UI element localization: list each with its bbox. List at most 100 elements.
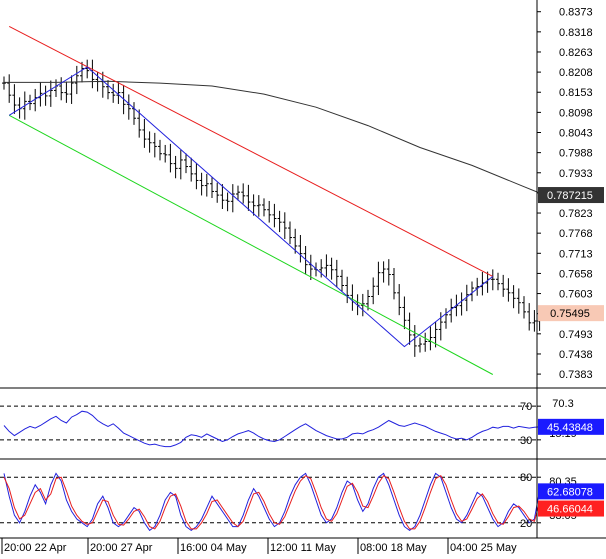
price-tick-label: 0.7768 [559,228,593,240]
price-bar [345,276,350,304]
price-tick-label: 0.8153 [559,87,593,99]
rsi-line [3,410,540,448]
price-axis: 0.8373 0.8318 0.8263 0.8208 0.8153 0.8098 0.80… [537,7,593,381]
price-bar [527,303,532,331]
rsi-value-label-text: 45.43848 [547,422,593,434]
price-bar [501,274,506,297]
moving-average-line [4,80,545,196]
price-bar [506,278,511,302]
price-bar [7,74,12,103]
price-bar [241,183,246,204]
price-bar [272,203,277,228]
price-value-label-box [538,187,604,204]
stochastic-d-value-label: 46.66044 [538,500,604,517]
price-bar [371,277,376,305]
price-bar [381,261,386,283]
price-bar [225,192,230,212]
rsi-tick-label: 70 [520,401,532,413]
price-bar [178,150,183,180]
price-value-label: 0.75495 [538,305,604,322]
price-bar [397,284,402,316]
price-bar [246,184,251,211]
price-bar [262,198,266,217]
stochastic-lines [3,472,541,532]
price-bar [236,185,240,201]
price-bar [412,325,417,357]
price-tick-label: 0.7933 [559,168,593,180]
time-tick-label: 08:00 18 May [360,542,427,554]
price-tick-label: 0.7988 [559,148,593,160]
price-bar [490,269,495,291]
stochastic-k-value-label-box [538,483,604,500]
price-bar [423,332,428,352]
price-bar [106,80,110,100]
price-bar [173,155,178,179]
price-value-label-text: 0.787215 [547,190,593,202]
rsi-value-label: 45.43848 [538,418,604,435]
time-tick-label: 20:00 22 Apr [4,542,67,554]
price-bar [199,172,204,196]
price-tick-label: 0.8318 [559,27,593,39]
price-bar [267,200,272,223]
price-tick-label: 0.7658 [559,268,593,280]
price-bar [438,312,443,341]
price-bar [392,267,396,300]
price-bar [147,131,152,153]
rsi-tick-label: 30 [520,435,532,447]
price-tick-label: 0.7823 [559,208,593,220]
price-bar [324,254,329,277]
price-bar [116,81,121,104]
price-bar [142,118,147,148]
chart-frame [0,0,606,539]
price-bar [407,312,412,345]
stochastic-d-line [3,475,541,530]
price-bar [59,77,64,101]
price-value-label-text: 0.75495 [550,308,590,320]
price-bar [74,65,79,95]
price-tick-label: 0.7438 [559,349,593,361]
time-tick-label: 16:00 04 May [180,542,247,554]
price-bar [334,259,339,288]
price-bar [204,173,209,197]
stochastic-levels [0,476,537,524]
trend-lines[interactable] [8,25,494,375]
price-bar [163,144,168,163]
price-bar [137,109,142,138]
price-bar [303,245,308,275]
time-tick-label: 04:00 25 May [450,542,517,554]
price-bar [152,132,157,158]
price-bar [184,153,188,174]
price-bar [2,76,6,90]
upper-channel-line [8,25,494,277]
price-bar [298,234,303,263]
price-bar [48,80,53,107]
price-bar [210,177,214,199]
price-bar [449,298,454,323]
price-bar [194,162,199,190]
trend-line [8,66,494,348]
price-bar [132,102,136,125]
price-bar [168,143,173,173]
price-bar [189,157,194,182]
price-panel[interactable]: 0.8373 0.8318 0.8263 0.8208 0.8153 0.8098 0.80… [2,7,604,381]
price-bar [220,184,225,210]
price-tick-label: 0.7493 [559,329,593,341]
time-axis: 20:00 22 Apr 20:00 27 Apr 16:00 04 May 12:0… [1,538,517,554]
price-bar [522,296,526,319]
price-bar [215,182,220,203]
price-bar [319,259,324,278]
price-bar [516,288,521,314]
price-tick-label: 0.8208 [559,67,593,79]
price-bar [293,228,298,254]
price-tick-label: 0.8373 [559,7,593,19]
price-bar [496,272,500,291]
price-bar [464,284,469,312]
stochastic-k-line [3,472,541,532]
price-bar [64,81,69,103]
price-bar [256,195,261,217]
